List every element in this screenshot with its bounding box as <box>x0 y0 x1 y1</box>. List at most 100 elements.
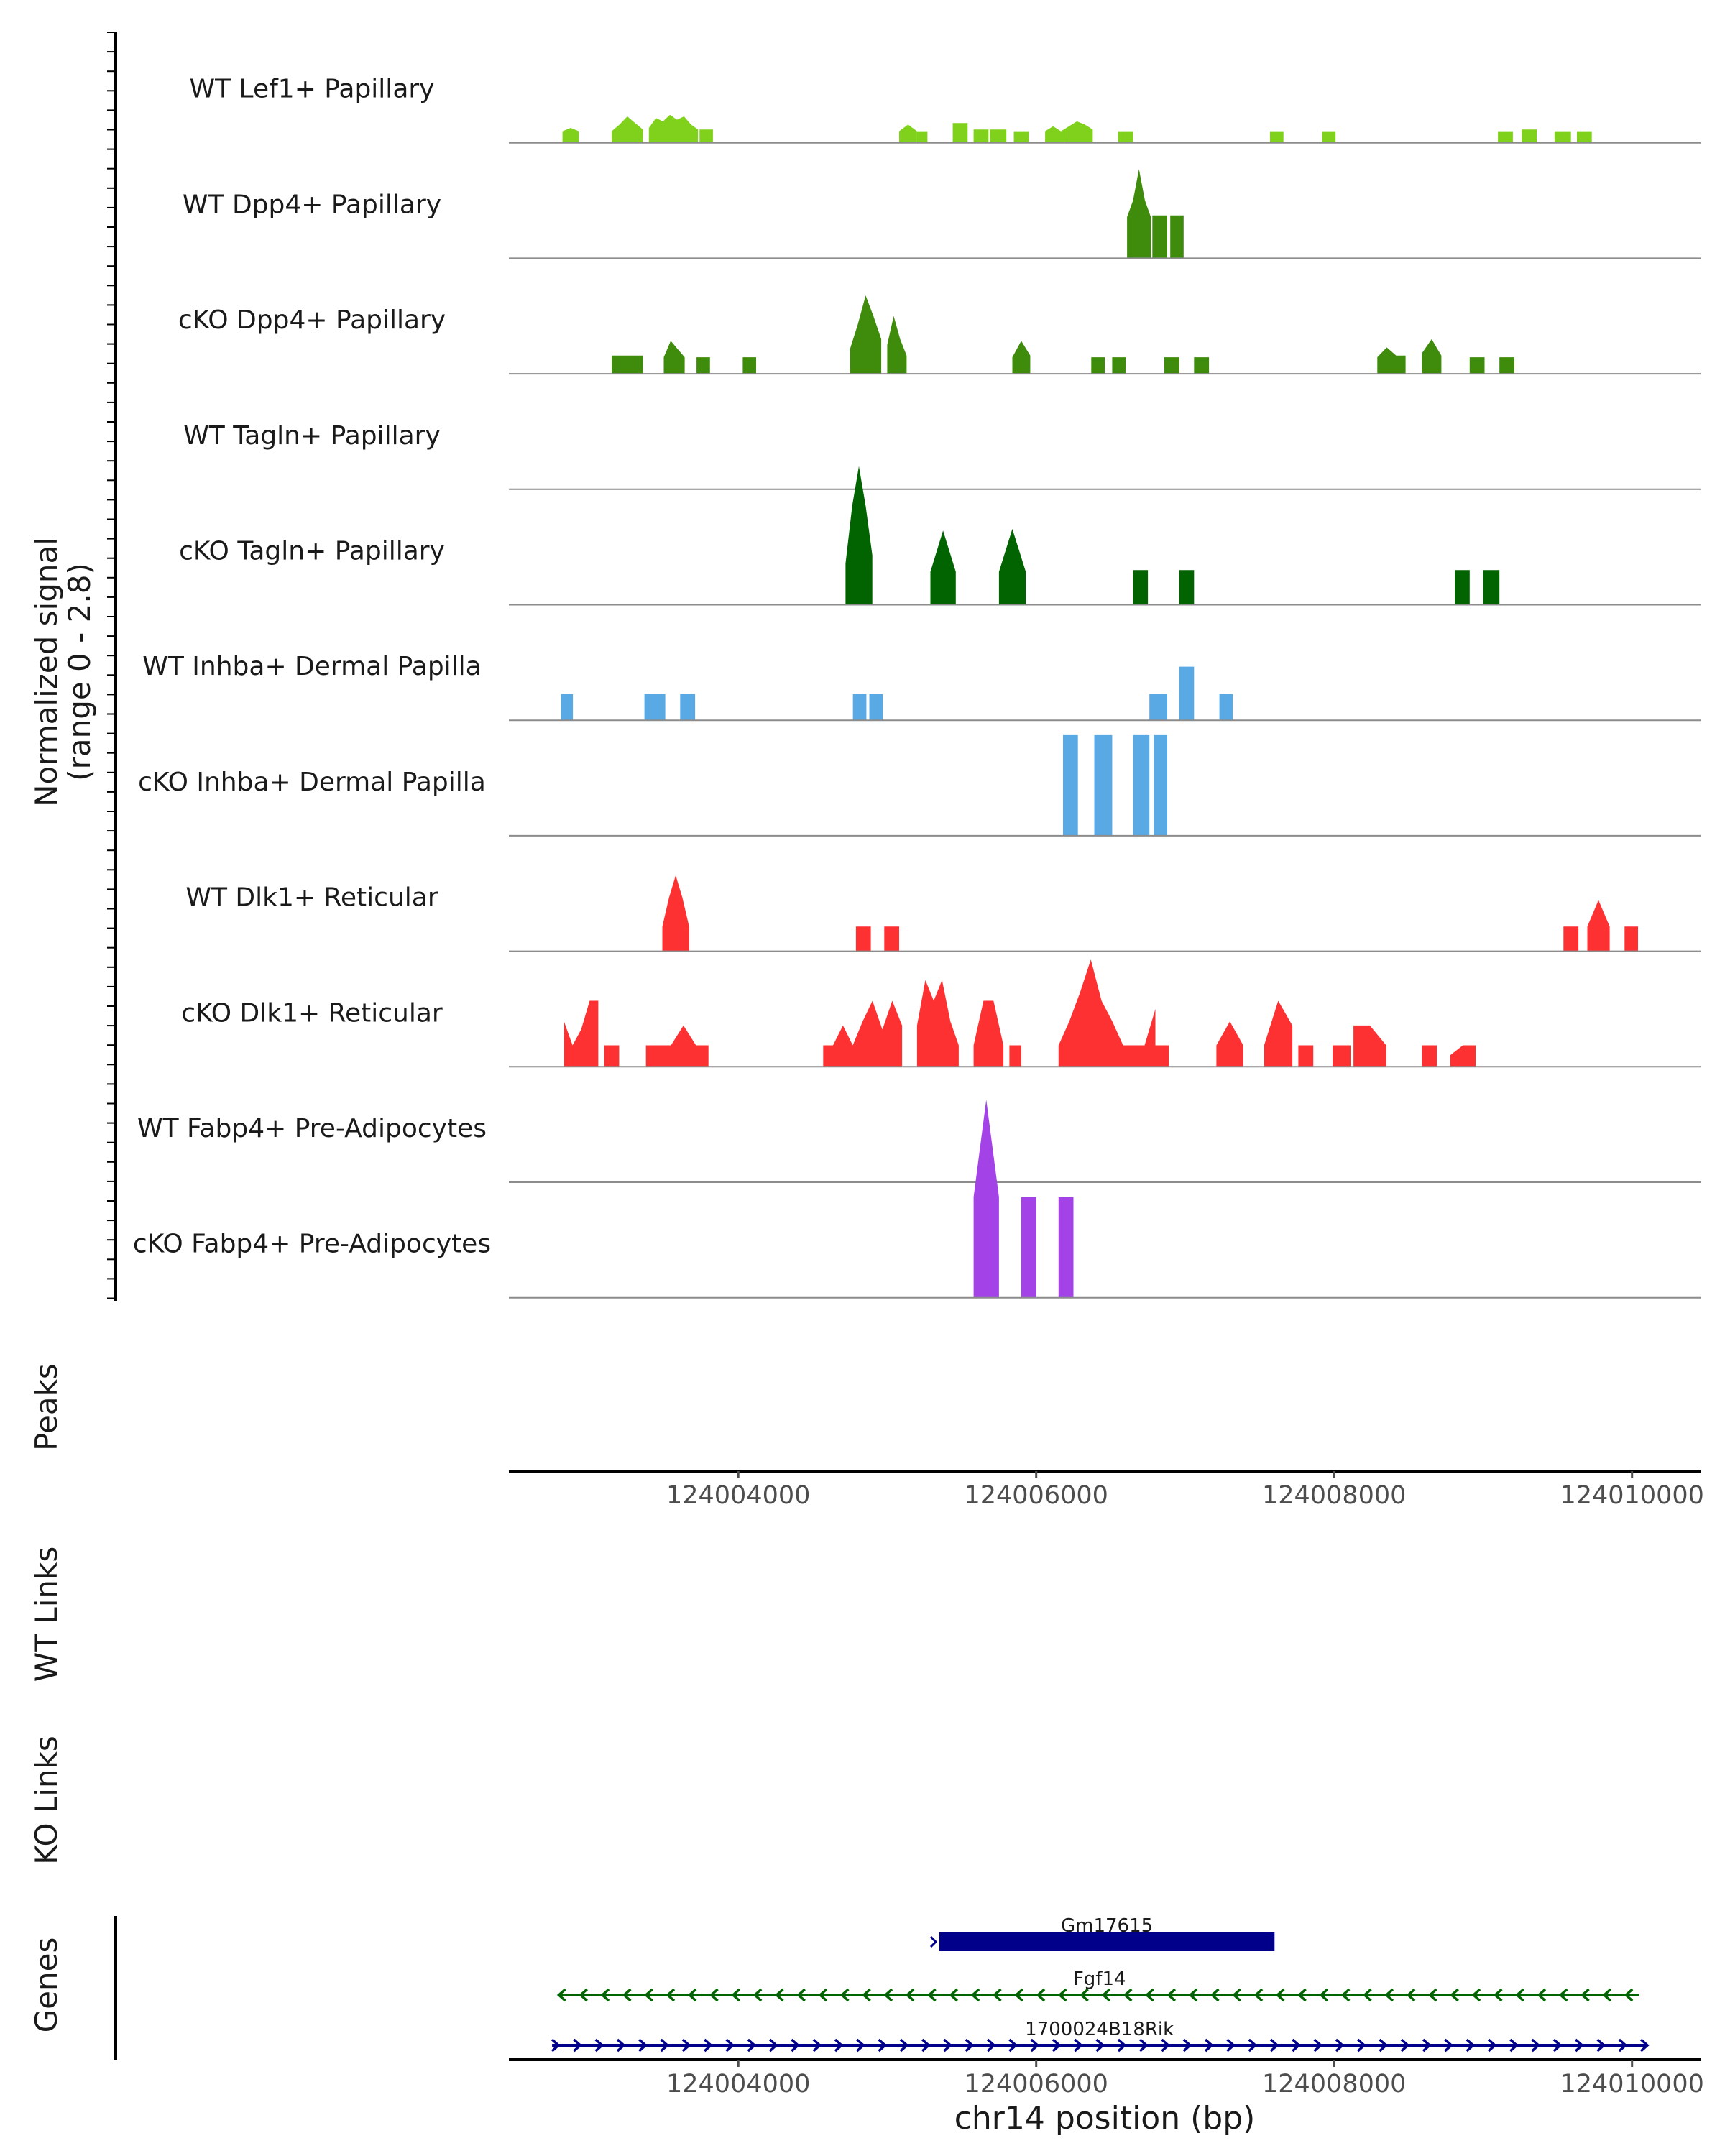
coverage-peak <box>1164 357 1179 374</box>
strand-chevron <box>1095 2038 1105 2053</box>
strand-chevron <box>1575 2038 1584 2053</box>
strand-chevron <box>1357 2038 1366 2053</box>
strand-chevron <box>1624 1988 1634 2002</box>
coverage-peak <box>662 875 689 952</box>
coverage-peak <box>562 128 579 143</box>
strand-chevron <box>622 1988 632 2002</box>
x-tick-label: 124008000 <box>1262 2070 1406 2099</box>
coverage-peak <box>1563 926 1579 952</box>
strand-chevron <box>1014 1988 1024 2002</box>
coverage-peak <box>1112 357 1126 374</box>
strand-chevron <box>774 1988 784 2002</box>
strand-chevron <box>1487 2038 1497 2053</box>
strand-chevron <box>943 2038 953 2053</box>
strand-chevron <box>1400 2038 1410 2053</box>
peaks-track-label: Peaks <box>29 1363 64 1451</box>
coverage-peak <box>1013 131 1029 143</box>
coverage-y-label-line2: (range 0 - 2.8) <box>62 563 97 781</box>
strand-chevron <box>986 2038 996 2053</box>
coverage-peak <box>973 1100 999 1298</box>
coverage-peak <box>612 355 643 374</box>
coverage-peak <box>1045 126 1070 143</box>
strand-chevron <box>1362 1988 1372 2002</box>
strand-chevron <box>1139 2038 1149 2053</box>
coverage-peak <box>1127 169 1151 259</box>
strand-chevron <box>660 2038 670 2053</box>
genes-track-label: Genes <box>29 1938 64 2033</box>
coverage-peak <box>884 926 899 952</box>
track-label: cKO Fabp4+ Pre-Adipocytes <box>133 1230 491 1259</box>
track-label: cKO Dpp4+ Papillary <box>178 305 446 335</box>
gene-models: Gm17615 Fgf14 1700024B18Rik <box>551 1915 1650 2053</box>
coverage-peak <box>973 129 989 143</box>
strand-chevron <box>687 1988 697 2002</box>
strand-chevron <box>929 1935 938 1948</box>
strand-chevron <box>1297 1988 1307 2002</box>
coverage-peak <box>916 980 959 1067</box>
strand-chevron <box>1493 1988 1503 2002</box>
coverage-peak <box>1021 1197 1036 1298</box>
strand-chevron <box>878 2038 888 2053</box>
strand-chevron <box>883 1988 893 2002</box>
coverage-peak <box>1624 926 1638 952</box>
coverage-peak <box>1149 694 1167 721</box>
strand-chevron <box>812 2038 822 2053</box>
strand-chevron <box>1123 1988 1133 2002</box>
strand-chevron <box>709 1988 719 2002</box>
coverage-peak <box>855 926 871 952</box>
strand-chevron <box>1248 2038 1258 2053</box>
strand-chevron <box>1602 1988 1612 2002</box>
x-tick-label: 124006000 <box>964 2070 1108 2099</box>
coverage-peak <box>1455 570 1470 605</box>
strand-chevron <box>1639 2038 1650 2053</box>
coverage-peak <box>1170 215 1184 259</box>
strand-chevron <box>573 2038 583 2053</box>
strand-chevron <box>1340 1988 1351 2002</box>
strand-chevron <box>1618 2038 1628 2053</box>
strand-chevron <box>1144 1988 1154 2002</box>
x-axis-title: chr14 position (bp) <box>954 2100 1256 2137</box>
coverage-peak <box>1333 1045 1351 1067</box>
strand-chevron <box>1057 1988 1067 2002</box>
coverage-peak <box>1091 357 1105 374</box>
track-label: WT Inhba+ Dermal Papilla <box>142 652 481 681</box>
coverage-y-ticks <box>107 32 116 1299</box>
coverage-tracks: WT Lef1+ Papillary WT Dpp4+ Papillary cKO … <box>133 75 1701 1299</box>
track-label: WT Tagln+ Papillary <box>183 421 441 451</box>
strand-chevron <box>1313 2038 1323 2053</box>
coverage-peak <box>680 694 696 721</box>
coverage-peak <box>1069 121 1093 143</box>
coverage-peak <box>1179 666 1195 721</box>
strand-chevron <box>1204 2038 1214 2053</box>
strand-chevron <box>556 1988 566 2002</box>
strand-chevron <box>681 2038 691 2053</box>
strand-chevron <box>1335 2038 1345 2053</box>
x-tick-label: 124006000 <box>964 1481 1108 1510</box>
coverage-peak <box>612 116 643 143</box>
strand-chevron <box>704 2038 713 2053</box>
track-label: WT Lef1+ Papillary <box>190 75 435 104</box>
peaks-x-ticks: 124004000 124006000 124008000 124010000 <box>666 1471 1704 1510</box>
coverage-peak <box>742 357 756 374</box>
coverage-peak <box>998 528 1026 605</box>
strand-chevron <box>1292 2038 1301 2053</box>
coverage-peak <box>887 315 907 374</box>
strand-chevron <box>594 2038 604 2053</box>
coverage-peak <box>973 1000 1004 1067</box>
coverage-peak <box>1094 734 1113 836</box>
gene-label: Fgf14 <box>1073 1968 1126 1990</box>
x-tick-label: 124004000 <box>666 2070 810 2099</box>
strand-chevron <box>1101 1988 1111 2002</box>
track-label: WT Dlk1+ Reticular <box>185 883 438 913</box>
strand-chevron <box>666 1988 676 2002</box>
coverage-y-label-line1: Normalized signal <box>29 537 64 807</box>
strand-chevron <box>970 1988 980 2002</box>
coverage-peak <box>916 131 928 143</box>
coverage-peak <box>990 129 1007 143</box>
track-label: WT Fabp4+ Pre-Adipocytes <box>137 1114 487 1143</box>
track-label: cKO Dlk1+ Reticular <box>181 998 443 1028</box>
strand-chevron <box>1232 1988 1241 2002</box>
strand-chevron <box>1379 2038 1389 2053</box>
strand-chevron <box>1275 1988 1285 2002</box>
x-tick-label: 124010000 <box>1560 1481 1703 1510</box>
